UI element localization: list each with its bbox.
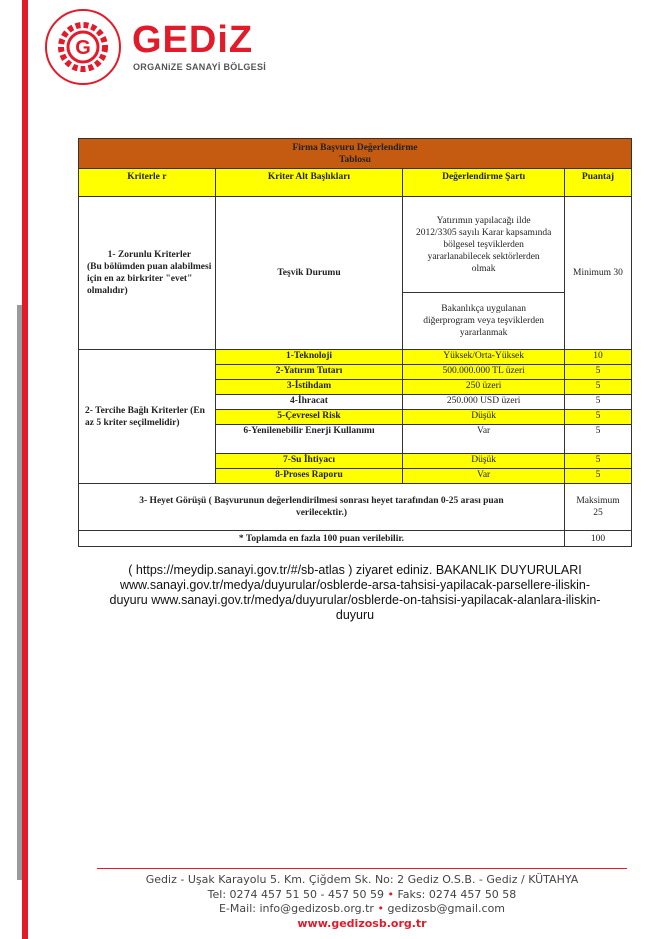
section2-row: 8-Proses Raporu Var 5 [79, 468, 632, 484]
header-subcriteria: Kriter Alt Başlıkları [214, 168, 404, 197]
section1-condition-2: Bakanlıkça uygulanan diğerprogram veya t… [402, 292, 565, 350]
section1-score: Minimum 30 [564, 196, 632, 350]
section3-label: 3- Heyet Görüşü ( Başvurunun değerlendir… [78, 483, 565, 531]
link-line[interactable]: duyuru [335, 608, 375, 622]
section2-score: 5 [564, 468, 632, 484]
section2-subcriteria: 5-Çevresel Risk [214, 409, 404, 425]
section2-row: 2-Yatırım Tutarı 500.000.000 TL üzeri 5 [79, 364, 632, 380]
bullet-icon: • [377, 902, 384, 915]
footer: Gediz - Uşak Karayolu 5. Km. Çiğdem Sk. … [97, 873, 627, 931]
section2-subcriteria: 8-Proses Raporu [214, 468, 404, 484]
section2-label: 2- Tercihe Bağlı Kriterler (En az 5 krit… [78, 349, 216, 484]
gediz-seal-logo: G [45, 9, 121, 85]
left-red-bar [22, 0, 28, 939]
section2-score: 5 [564, 394, 632, 410]
section2-condition: 500.000.000 TL üzeri [402, 364, 565, 380]
section2-row: 4-İhracat 250.000 USD üzeri 5 [79, 394, 632, 410]
header-criteria: Kriterle r [78, 168, 216, 197]
link-line[interactable]: www.sanayi.gov.tr/medya/duyurular/osbler… [119, 578, 591, 592]
footer-divider [97, 868, 627, 869]
footer-website[interactable]: www.gedizosb.org.tr [297, 916, 427, 930]
table-header-row: Kriterle r Kriter Alt Başlıkları Değerle… [78, 168, 632, 197]
section2-score: 5 [564, 424, 632, 454]
section2-subcriteria: 2-Yatırım Tutarı [214, 364, 404, 380]
left-gray-bar [17, 305, 22, 880]
section2-condition: Yüksek/Orta-Yüksek [402, 349, 565, 365]
footer-email[interactable]: E-Mail: info@gedizosb.org.tr [218, 902, 374, 915]
section2-score: 5 [564, 364, 632, 380]
total-label: * Toplamda en fazla 100 puan verilebilir… [78, 530, 565, 547]
link-line[interactable]: duyuru www.sanayi.gov.tr/medya/duyurular… [109, 593, 601, 607]
header-score: Puantaj [564, 168, 632, 197]
section2-condition: 250.000 USD üzeri [402, 394, 565, 410]
footer-address: Gediz - Uşak Karayolu 5. Km. Çiğdem Sk. … [145, 873, 579, 886]
brand-subtitle: ORGANiZE SANAYİ BÖLGESİ [133, 62, 267, 72]
link-line[interactable]: ( https://meydip.sanayi.gov.tr/#/sb-atla… [128, 563, 582, 577]
total-score: 100 [564, 530, 632, 547]
brand-name: GEDiZ [132, 19, 254, 61]
section2-score: 5 [564, 379, 632, 395]
section2-condition: Düşük [402, 453, 565, 469]
section1-label: 1- Zorunlu Kriterler (Bu bölümden puan al… [78, 196, 216, 350]
header-condition: Değerlendirme Şartı [402, 168, 565, 197]
section2-subcriteria: 1-Teknoloji [214, 349, 404, 365]
table-title: Firma Başvuru Değerlendirme Tablosu [78, 138, 632, 169]
section2-row: 2- Tercihe Bağlı Kriterler (En az 5 krit… [78, 349, 632, 484]
section2-subcriteria: 7-Su İhtiyacı [214, 453, 404, 469]
ministry-links: ( https://meydip.sanayi.gov.tr/#/sb-atla… [80, 563, 630, 623]
section2-row: 5-Çevresel Risk Düşük 5 [79, 409, 632, 425]
bullet-icon: • [387, 887, 394, 901]
section2-score: 5 [564, 453, 632, 469]
section1-condition-1: Yatırımın yapılacağı ilde 2012/3305 sayı… [402, 196, 565, 293]
section2-condition: Düşük [402, 409, 565, 425]
section2-condition: Var [402, 424, 565, 454]
section2-subcriteria: 6-Yenilenebilir Enerji Kullanımı [214, 424, 404, 454]
section3-score: Maksimum 25 [564, 483, 632, 531]
section2-condition: 250 üzeri [402, 379, 565, 395]
section2-condition: Var [402, 468, 565, 484]
footer-fax: Faks: 0274 457 50 58 [397, 887, 517, 901]
footer-email-alt[interactable]: gedizosb@gmail.com [387, 902, 506, 915]
section2-score: 10 [564, 349, 632, 365]
svg-text:G: G [75, 37, 91, 59]
section2-subcriteria: 3-İstihdam [214, 379, 404, 395]
section2-score: 5 [564, 409, 632, 425]
section1-subcriteria: Teşvik Durumu [214, 196, 404, 350]
footer-tel: Tel: 0274 457 51 50 - 457 50 59 [207, 887, 384, 901]
evaluation-table: Firma Başvuru Değerlendirme Tablosu Krite… [78, 138, 632, 547]
section2-subcriteria: 4-İhracat [214, 394, 404, 410]
